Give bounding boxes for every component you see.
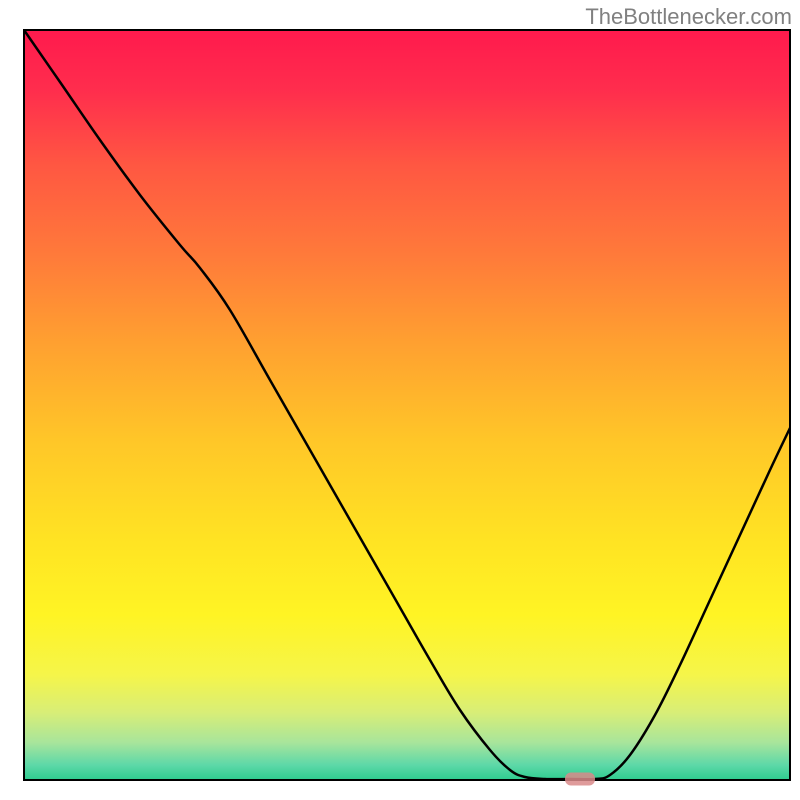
bottleneck-chart <box>0 0 800 800</box>
chart-container: TheBottlenecker.com <box>0 0 800 800</box>
gradient-background <box>24 30 790 780</box>
optimal-marker <box>565 773 595 786</box>
watermark-text: TheBottlenecker.com <box>585 4 792 30</box>
